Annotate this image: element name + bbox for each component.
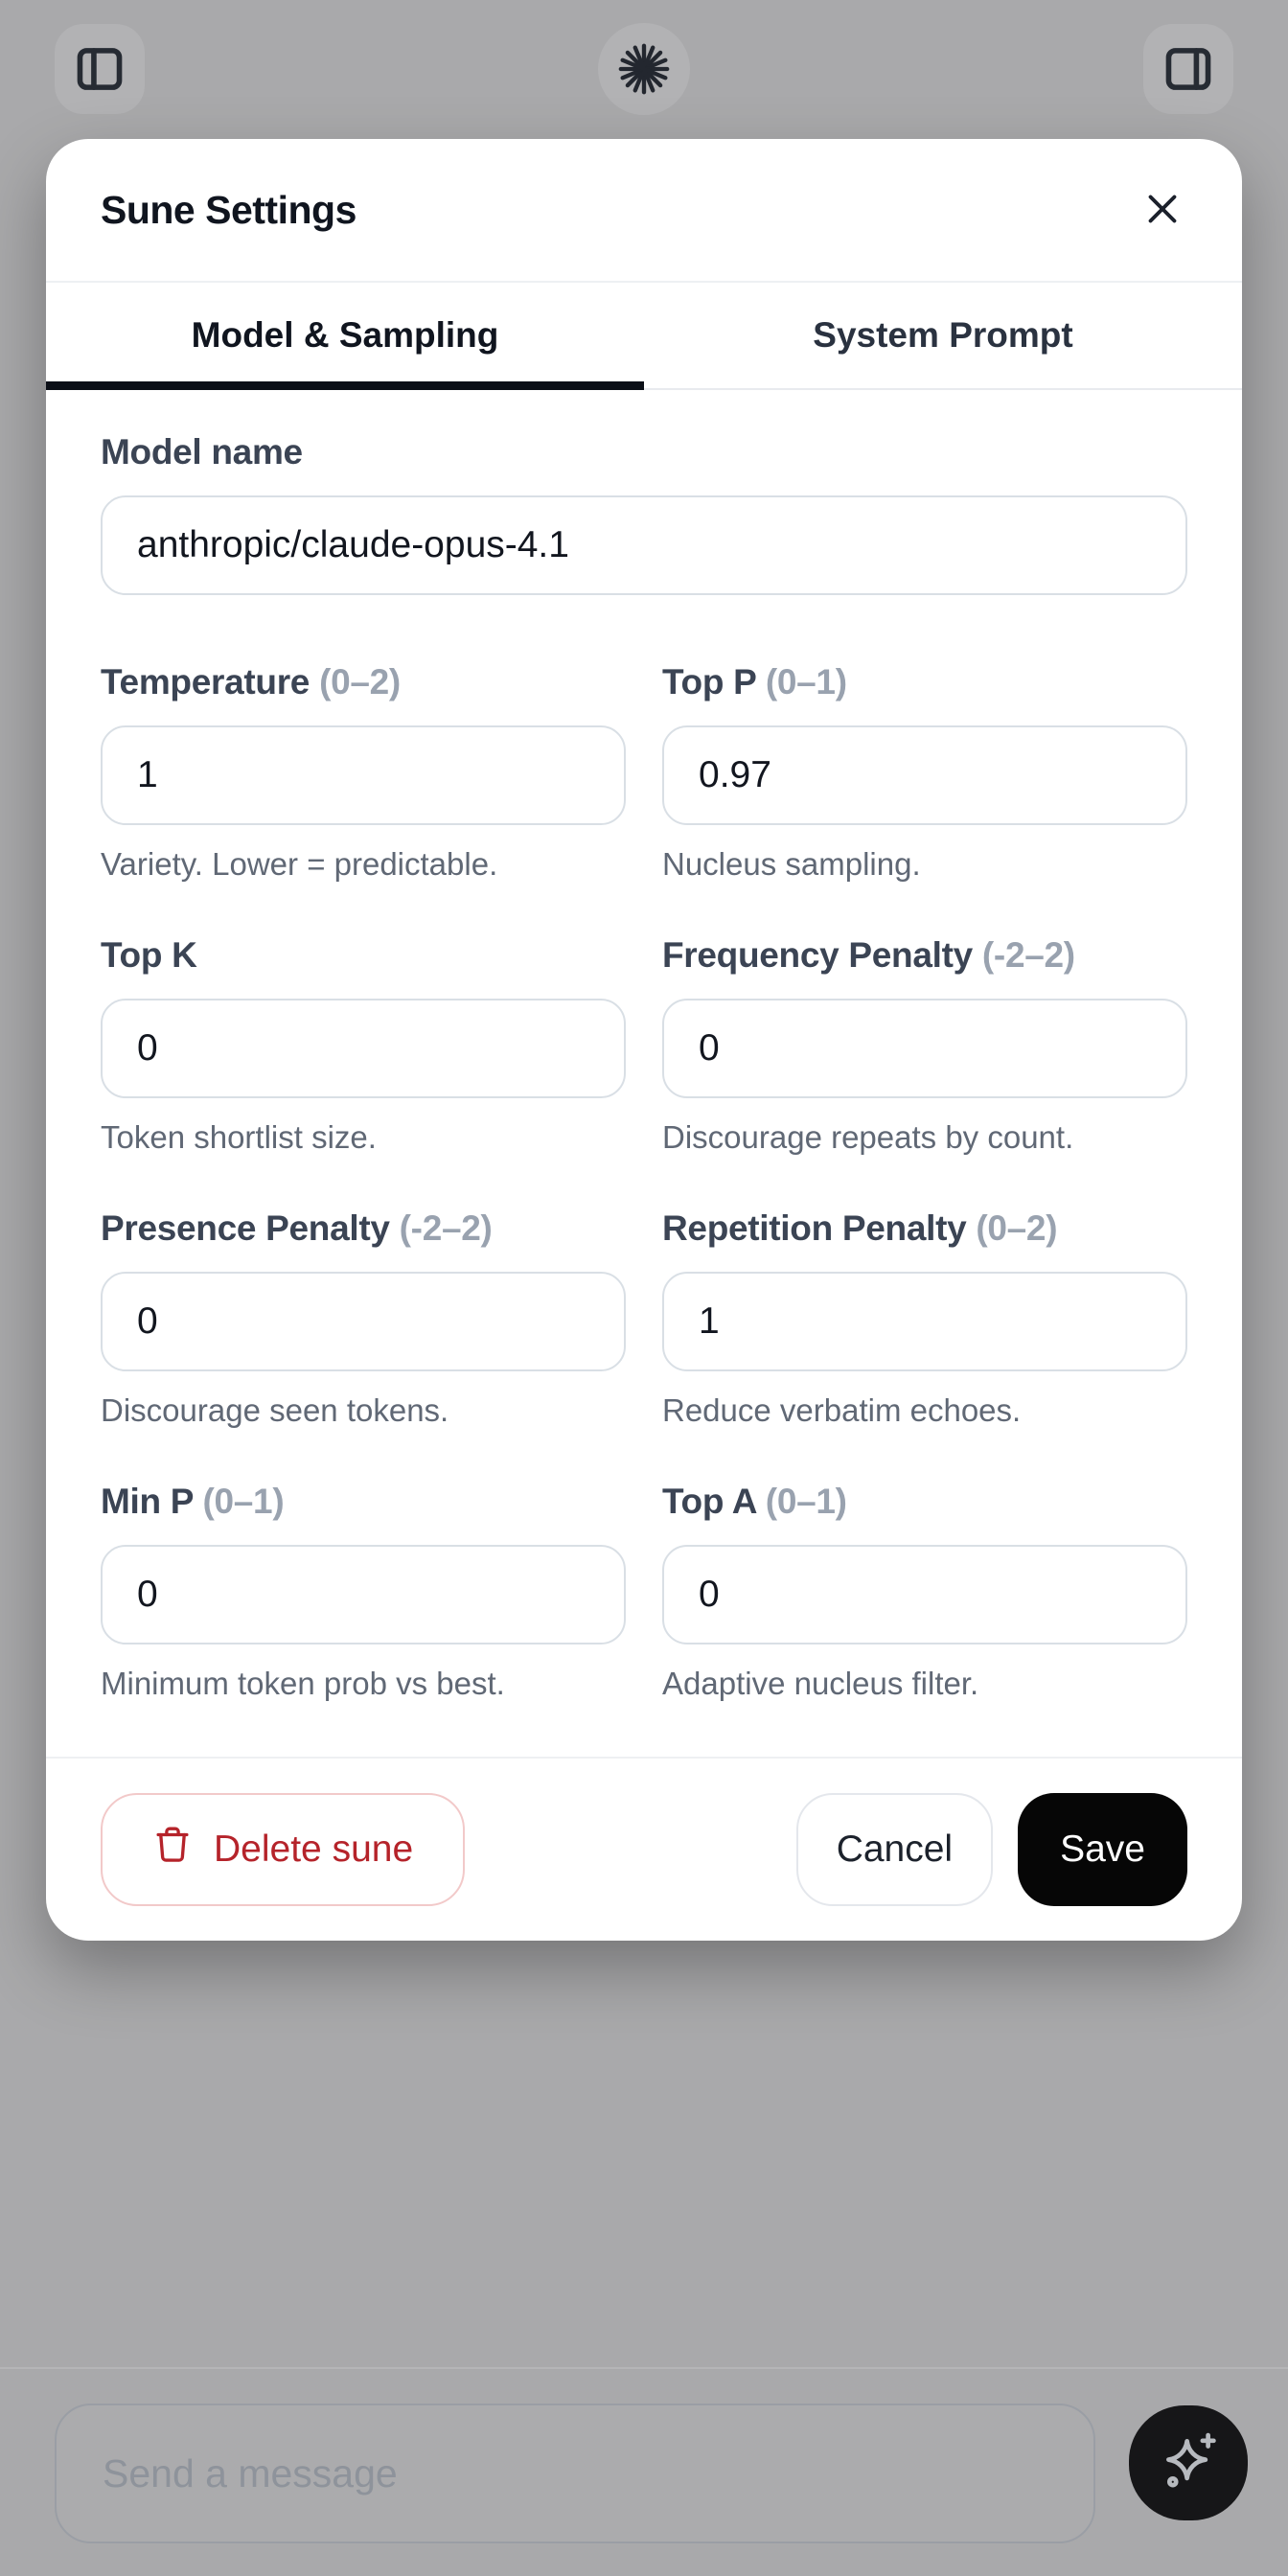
sune-settings-dialog: Sune Settings Model & Sampling System Pr…: [46, 139, 1242, 1941]
top-a-input[interactable]: [662, 1545, 1187, 1644]
tab-model-sampling[interactable]: Model & Sampling: [46, 283, 644, 390]
top-k-input[interactable]: [101, 999, 626, 1098]
dialog-footer: Delete sune Cancel Save: [46, 1757, 1242, 1941]
top-p-input[interactable]: [662, 725, 1187, 825]
min-p-label: Min P (0–1): [101, 1482, 285, 1521]
temperature-group: Temperature (0–2) Variety. Lower = predi…: [101, 662, 626, 883]
sparkle-plus-icon: [1157, 2429, 1220, 2497]
sampling-grid: Temperature (0–2) Variety. Lower = predi…: [101, 662, 1187, 1755]
footer-actions: Cancel Save: [795, 1793, 1187, 1906]
model-name-label: Model name: [101, 432, 303, 472]
temperature-input[interactable]: [101, 725, 626, 825]
dialog-body: Model name Temperature (0–2) Variety. Lo…: [46, 390, 1242, 1755]
top-k-group: Top K Token shortlist size.: [101, 935, 626, 1156]
top-a-group: Top A (0–1) Adaptive nucleus filter.: [662, 1482, 1187, 1702]
delete-sune-label: Delete sune: [214, 1828, 414, 1870]
chat-input-bar: Send a message: [0, 2367, 1288, 2576]
repetition-penalty-label: Repetition Penalty (0–2): [662, 1208, 1058, 1248]
panel-right-icon: [1162, 42, 1215, 96]
top-p-range: (0–1): [765, 662, 847, 702]
top-k-help: Token shortlist size.: [101, 1119, 377, 1155]
trash-icon: [152, 1825, 193, 1874]
tab-system-prompt[interactable]: System Prompt: [813, 315, 1073, 355]
repetition-penalty-input[interactable]: [662, 1272, 1187, 1371]
dialog-header: Sune Settings: [46, 139, 1242, 283]
frequency-penalty-group: Frequency Penalty (-2–2) Discourage repe…: [662, 935, 1187, 1156]
min-p-group: Min P (0–1) Minimum token prob vs best.: [101, 1482, 626, 1702]
close-button[interactable]: [1138, 185, 1187, 235]
presence-penalty-range: (-2–2): [399, 1208, 493, 1248]
panel-left-icon: [73, 42, 126, 96]
model-name-input[interactable]: [101, 495, 1187, 595]
settings-tabs: Model & Sampling System Prompt: [46, 283, 1242, 390]
frequency-penalty-label: Frequency Penalty (-2–2): [662, 935, 1075, 975]
presence-penalty-label: Presence Penalty (-2–2): [101, 1208, 493, 1248]
top-p-help: Nucleus sampling.: [662, 846, 921, 882]
temperature-label: Temperature (0–2): [101, 662, 401, 702]
top-app-bar: [0, 0, 1288, 139]
top-k-label: Top K: [101, 935, 197, 975]
message-input-placeholder: Send a message: [103, 2450, 398, 2496]
frequency-penalty-help: Discourage repeats by count.: [662, 1119, 1074, 1155]
top-p-label: Top P (0–1): [662, 662, 847, 702]
min-p-input[interactable]: [101, 1545, 626, 1644]
top-a-help: Adaptive nucleus filter.: [662, 1666, 979, 1701]
right-panel-toggle-button[interactable]: [1143, 24, 1233, 114]
starburst-icon: [616, 41, 672, 97]
presence-penalty-input[interactable]: [101, 1272, 626, 1371]
repetition-penalty-range: (0–2): [976, 1208, 1058, 1248]
repetition-penalty-group: Repetition Penalty (0–2) Reduce verbatim…: [662, 1208, 1187, 1429]
app-home-button[interactable]: [598, 23, 690, 115]
top-a-range: (0–1): [765, 1482, 847, 1521]
save-button[interactable]: Save: [1018, 1793, 1187, 1906]
sidebar-toggle-button[interactable]: [55, 24, 145, 114]
presence-penalty-group: Presence Penalty (-2–2) Discourage seen …: [101, 1208, 626, 1429]
cancel-button[interactable]: Cancel: [795, 1793, 994, 1906]
frequency-penalty-input[interactable]: [662, 999, 1187, 1098]
temperature-range: (0–2): [319, 662, 401, 702]
min-p-help: Minimum token prob vs best.: [101, 1666, 505, 1701]
presence-penalty-help: Discourage seen tokens.: [101, 1392, 449, 1428]
close-icon: [1140, 187, 1184, 234]
repetition-penalty-help: Reduce verbatim echoes.: [662, 1392, 1022, 1428]
temperature-help: Variety. Lower = predictable.: [101, 846, 498, 882]
delete-sune-button[interactable]: Delete sune: [101, 1793, 466, 1906]
top-a-label: Top A (0–1): [662, 1482, 847, 1521]
message-input[interactable]: Send a message: [55, 2404, 1095, 2543]
min-p-range: (0–1): [202, 1482, 285, 1521]
send-button[interactable]: [1129, 2405, 1248, 2520]
dialog-title: Sune Settings: [101, 187, 356, 232]
frequency-penalty-range: (-2–2): [981, 935, 1075, 975]
model-name-group: Model name: [101, 432, 1187, 595]
top-p-group: Top P (0–1) Nucleus sampling.: [662, 662, 1187, 883]
